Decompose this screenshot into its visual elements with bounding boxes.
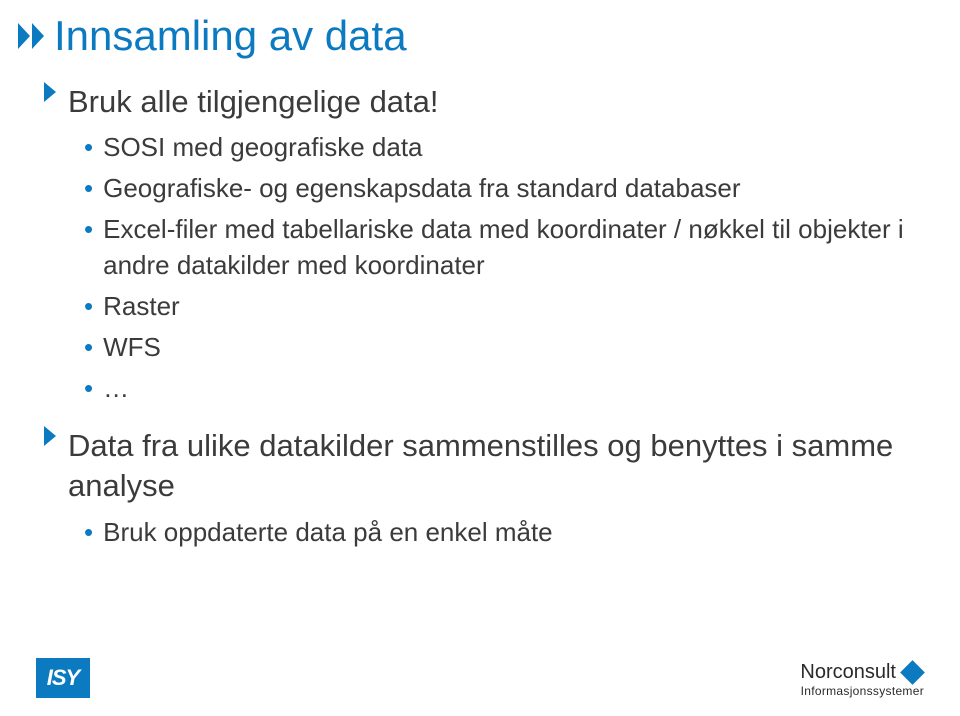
- bullet-text: Geografiske- og egenskapsdata fra standa…: [103, 171, 740, 206]
- bullet-text: Data fra ulike datakilder sammenstilles …: [68, 426, 920, 507]
- bullet-level1: Data fra ulike datakilder sammenstilles …: [44, 426, 920, 507]
- slide-title-row: Innsamling av data: [18, 12, 407, 60]
- bullet-level2: • SOSI med geografiske data: [84, 130, 920, 165]
- bullet-level1: Bruk alle tilgjengelige data!: [44, 82, 920, 122]
- bullet-level2: • Excel-filer med tabellariske data med …: [84, 212, 920, 282]
- arrow-right-icon: [44, 426, 58, 451]
- slide-title: Innsamling av data: [54, 12, 407, 60]
- bullet-text: …: [103, 371, 129, 406]
- sub-bullet-group: • Bruk oppdaterte data på en enkel måte: [84, 515, 920, 550]
- bullet-level2: • Bruk oppdaterte data på en enkel måte: [84, 515, 920, 550]
- norconsult-logo: Norconsult Informasjonssystemer: [800, 661, 924, 698]
- sub-bullet-group: • SOSI med geografiske data • Geografisk…: [84, 130, 920, 406]
- slide-footer: ISY Norconsult Informasjonssystemer: [36, 658, 924, 698]
- dot-icon: •: [84, 330, 93, 365]
- dot-icon: •: [84, 371, 93, 406]
- arrow-right-icon: [44, 82, 58, 107]
- spacer: [44, 412, 920, 426]
- dot-icon: •: [84, 130, 93, 165]
- isy-logo-text: ISY: [36, 658, 90, 698]
- norconsult-subtitle: Informasjonssystemer: [800, 684, 924, 698]
- slide-content: Bruk alle tilgjengelige data! • SOSI med…: [44, 82, 920, 556]
- bullet-text: SOSI med geografiske data: [103, 130, 422, 165]
- slide: Innsamling av data Bruk alle tilgjengeli…: [0, 0, 960, 716]
- norconsult-logo-top: Norconsult: [800, 661, 924, 684]
- bullet-text: Bruk alle tilgjengelige data!: [68, 82, 439, 122]
- bullet-text: Bruk oppdaterte data på en enkel måte: [103, 515, 553, 550]
- bullet-level2: • Raster: [84, 289, 920, 324]
- bullet-level2: • Geografiske- og egenskapsdata fra stan…: [84, 171, 920, 206]
- bullet-text: Raster: [103, 289, 180, 324]
- double-arrow-icon: [18, 23, 48, 49]
- dot-icon: •: [84, 171, 93, 206]
- bullet-text: WFS: [103, 330, 161, 365]
- bullet-level2: • …: [84, 371, 920, 406]
- dot-icon: •: [84, 515, 93, 550]
- bullet-text: Excel-filer med tabellariske data med ko…: [103, 212, 920, 282]
- dot-icon: •: [84, 289, 93, 324]
- diamond-cluster-icon: [902, 662, 924, 684]
- bullet-level2: • WFS: [84, 330, 920, 365]
- norconsult-name: Norconsult: [800, 661, 896, 684]
- isy-logo: ISY: [36, 658, 90, 698]
- dot-icon: •: [84, 212, 93, 247]
